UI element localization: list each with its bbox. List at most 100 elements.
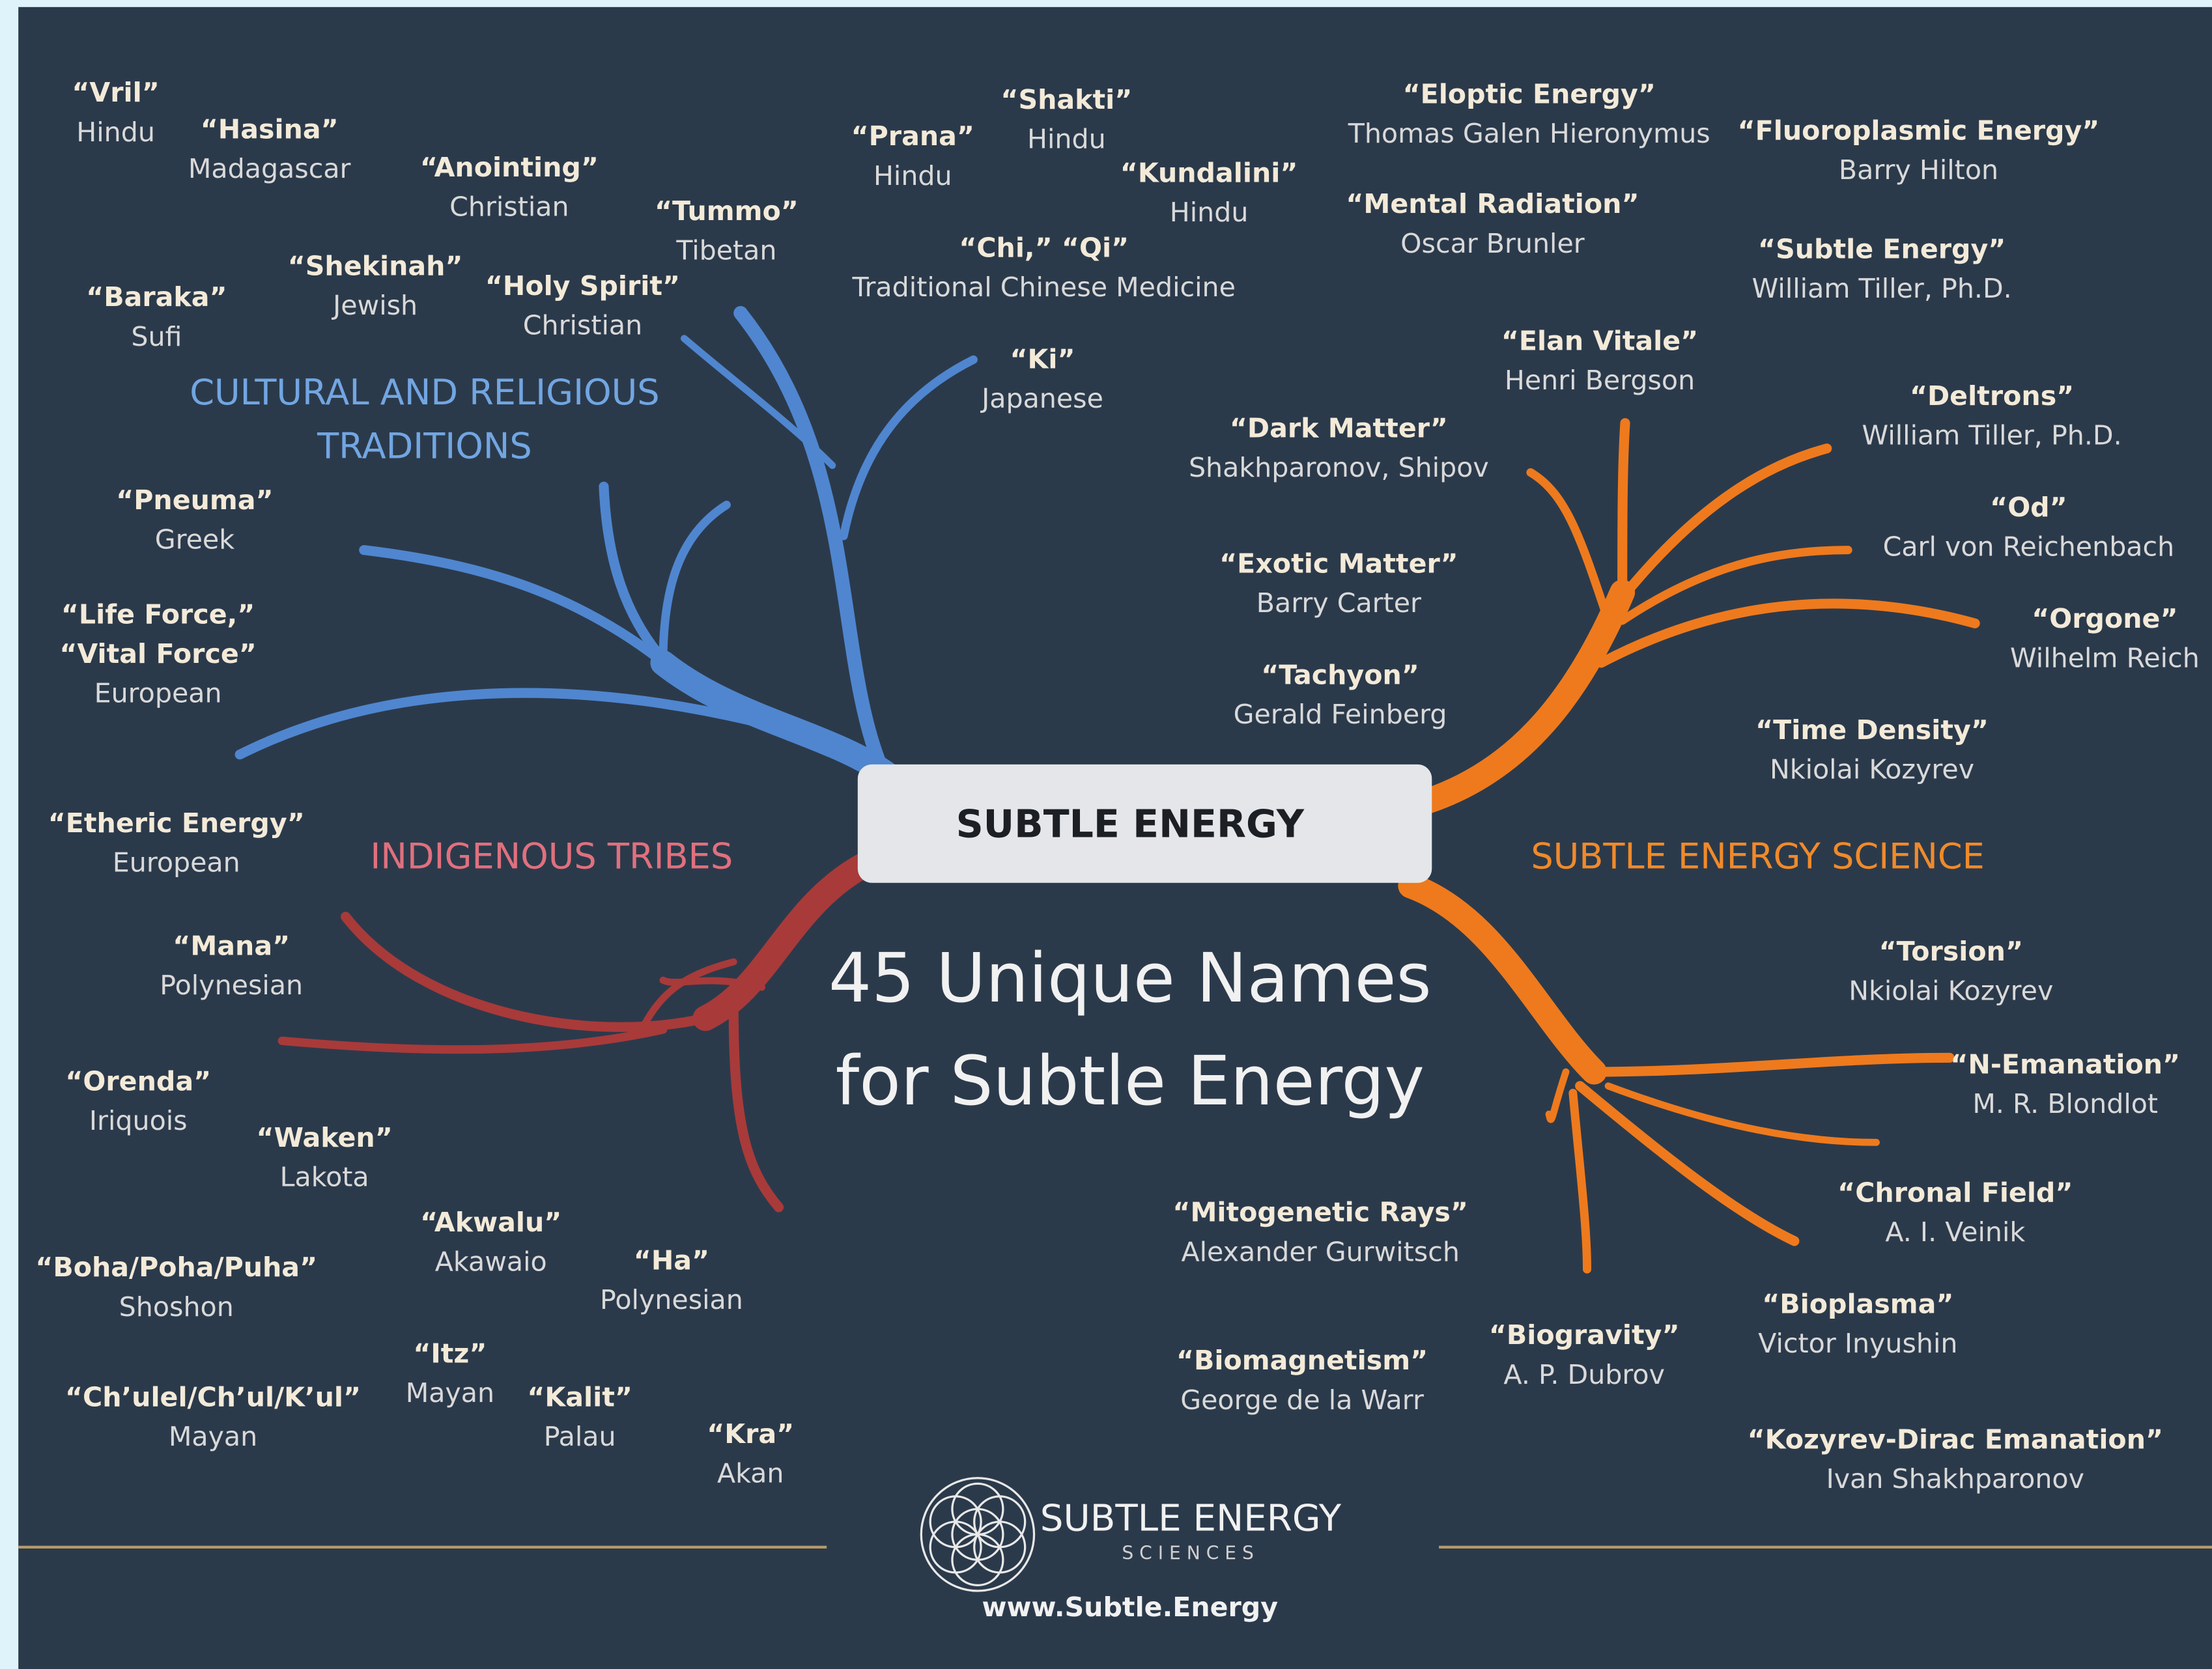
energy-name: “Ki” <box>1010 343 1075 374</box>
energy-origin: Iriquois <box>89 1105 188 1136</box>
energy-name: “Shakti” <box>1000 84 1132 115</box>
energy-name: “Dark Matter” <box>1230 413 1448 444</box>
energy-name: “N-Emanation” <box>1950 1048 2180 1080</box>
energy-origin: European <box>94 678 222 709</box>
energy-name: “Life Force,” <box>61 598 255 630</box>
energy-name: “Hasina” <box>201 113 339 145</box>
energy-name: “Subtle Energy” <box>1758 234 2006 265</box>
page: SUBTLE ENERGY 45 Unique Names for Subtle… <box>0 0 2212 1669</box>
energy-origin: Greek <box>155 524 235 555</box>
energy-origin: Gerald Feinberg <box>1234 699 1447 730</box>
energy-name: “Anointing” <box>420 152 599 183</box>
energy-origin: William Tiller, Ph.D. <box>1862 419 2122 451</box>
energy-name: “Tummo” <box>655 195 799 227</box>
energy-origin: Polynesian <box>160 970 303 1001</box>
energy-name: “Vril” <box>72 77 159 108</box>
url: www.Subtle.Energy <box>982 1592 1279 1623</box>
energy-name: “Vital Force” <box>59 638 256 669</box>
energy-origin: William Tiller, Ph.D. <box>1752 273 2012 304</box>
energy-name: “Mental Radiation” <box>1346 188 1639 219</box>
energy-name: “Boha/Poha/Puha” <box>35 1252 317 1283</box>
section-label: SUBTLE ENERGY SCIENCE <box>1531 836 1985 877</box>
energy-name: “Itz” <box>413 1338 487 1369</box>
energy-name: “Time Density” <box>1755 714 1989 746</box>
energy-name: “Kra” <box>707 1418 794 1450</box>
energy-origin: Madagascar <box>188 153 351 184</box>
energy-origin: Oscar Brunler <box>1400 228 1585 259</box>
energy-origin: Shakhparonov, Shipov <box>1189 452 1489 483</box>
energy-name: “Exotic Matter” <box>1219 548 1458 579</box>
energy-name: “Kozyrev-Dirac Emanation” <box>1748 1424 2163 1455</box>
energy-name: “Eloptic Energy” <box>1403 78 1656 109</box>
energy-origin: Alexander Gurwitsch <box>1181 1236 1459 1267</box>
energy-name: “Elan Vitale” <box>1501 325 1698 356</box>
energy-name: “Holy Spirit” <box>485 270 680 302</box>
energy-origin: M. R. Blondlot <box>1972 1088 2158 1119</box>
energy-name: “Biogravity” <box>1489 1319 1680 1351</box>
title-line: for Subtle Energy <box>836 1042 1425 1121</box>
energy-name: “Deltrons” <box>1910 380 2074 412</box>
energy-origin: Nkiolai Kozyrev <box>1770 754 1974 785</box>
energy-origin: Palau <box>544 1421 616 1452</box>
energy-origin: Sufi <box>131 321 182 352</box>
energy-name: “Mana” <box>173 930 290 961</box>
energy-origin: Henri Bergson <box>1505 365 1695 396</box>
energy-origin: Nkiolai Kozyrev <box>1849 975 2053 1007</box>
energy-origin: Lakota <box>280 1162 369 1193</box>
energy-name: “Chi,” “Qi” <box>959 232 1129 263</box>
energy-origin: Akan <box>717 1457 784 1489</box>
energy-name: “Ch’ulel/Ch’ul/K’ul” <box>65 1381 361 1412</box>
energy-origin: A. I. Veinik <box>1885 1216 2025 1248</box>
energy-origin: European <box>113 847 240 878</box>
energy-name: “Etheric Energy” <box>48 807 305 839</box>
energy-name: “Orenda” <box>65 1065 211 1097</box>
energy-origin: Ivan Shakhparonov <box>1826 1463 2084 1494</box>
infographic: SUBTLE ENERGY 45 Unique Names for Subtle… <box>0 0 2212 1669</box>
brand: SUBTLE ENERGY <box>1040 1497 1342 1539</box>
energy-origin: Victor Inyushin <box>1758 1328 1957 1359</box>
energy-origin: Wilhelm Reich <box>2010 643 2200 674</box>
energy-origin: Carl von Reichenbach <box>1883 531 2175 562</box>
energy-origin: Thomas Galen Hieronymus <box>1348 118 1710 149</box>
energy-origin: Japanese <box>980 383 1103 414</box>
energy-origin: Mayan <box>169 1421 257 1452</box>
energy-origin: Jewish <box>331 290 418 321</box>
energy-name: “Akwalu” <box>420 1207 561 1238</box>
energy-name: “Waken” <box>257 1122 393 1153</box>
energy-origin: Mayan <box>406 1377 494 1409</box>
brand-sub: S C I E N C E S <box>1122 1543 1254 1564</box>
energy-origin: Barry Hilton <box>1839 154 1998 186</box>
energy-name: “Bioplasma” <box>1762 1289 1953 1320</box>
energy-name: “Kundalini” <box>1120 158 1298 189</box>
energy-origin: Polynesian <box>600 1284 743 1315</box>
energy-name: “Chronal Field” <box>1837 1177 2073 1208</box>
energy-origin: Hindu <box>873 160 952 191</box>
section-label: CULTURAL AND RELIGIOUS <box>190 372 659 413</box>
energy-origin: Christian <box>449 191 569 223</box>
energy-origin: Hindu <box>76 117 155 148</box>
energy-origin: Shoshon <box>119 1291 234 1323</box>
energy-name: “Baraka” <box>86 281 227 313</box>
energy-name: “Mitogenetic Rays” <box>1172 1197 1468 1228</box>
energy-origin: Akawaio <box>435 1246 547 1278</box>
energy-origin: Barry Carter <box>1256 587 1421 619</box>
section-label: INDIGENOUS TRIBES <box>370 836 733 877</box>
energy-origin: Traditional Chinese Medicine <box>851 272 1236 303</box>
energy-origin: Tibetan <box>675 235 776 266</box>
energy-name: “Pneuma” <box>116 484 273 516</box>
energy-name: “Orgone” <box>2032 603 2177 634</box>
energy-name: “Fluoroplasmic Energy” <box>1738 115 2100 147</box>
energy-origin: Hindu <box>1170 197 1249 228</box>
energy-name: “Ha” <box>634 1244 709 1276</box>
title-line: 45 Unique Names <box>829 939 1432 1018</box>
energy-name: “Tachyon” <box>1261 660 1419 691</box>
energy-name: “Prana” <box>851 120 974 152</box>
energy-name: “Torsion” <box>1879 936 2023 967</box>
energy-origin: A. P. Dubrov <box>1503 1359 1665 1390</box>
energy-name: “Shekinah” <box>288 251 463 282</box>
energy-origin: George de la Warr <box>1180 1384 1424 1416</box>
energy-origin: Christian <box>523 309 642 341</box>
section-label: TRADITIONS <box>317 425 532 466</box>
energy-name: “Biomagnetism” <box>1176 1345 1428 1376</box>
energy-origin: Hindu <box>1027 124 1106 155</box>
